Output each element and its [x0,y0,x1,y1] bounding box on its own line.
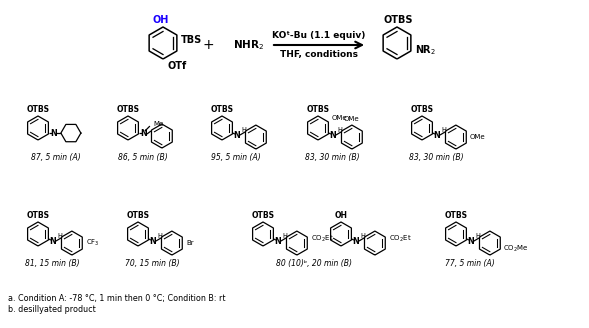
Text: OTBS: OTBS [27,212,49,220]
Text: N: N [51,129,57,137]
Text: +: + [202,38,214,52]
Text: 70, 15 min (B): 70, 15 min (B) [125,259,179,268]
Text: OTBS: OTBS [210,106,233,114]
Text: NR$_2$: NR$_2$ [415,43,436,57]
Text: N: N [468,236,474,246]
Text: H: H [282,233,287,239]
Text: OMe: OMe [344,116,360,122]
Text: Me: Me [153,121,163,127]
Text: OTBS: OTBS [27,106,49,114]
Text: OTBS: OTBS [252,212,274,220]
Text: H: H [241,127,246,133]
Text: THF, conditions: THF, conditions [280,50,358,58]
Text: H: H [441,127,446,133]
Text: 83, 30 min (B): 83, 30 min (B) [305,153,359,162]
Text: 95, 5 min (A): 95, 5 min (A) [211,153,261,162]
Text: 77, 5 min (A): 77, 5 min (A) [445,259,495,268]
Text: OTBS: OTBS [383,15,413,25]
Text: TBS: TBS [181,35,202,45]
Text: H: H [360,233,365,239]
Text: OTBS: OTBS [117,106,140,114]
Text: 86, 5 min (B): 86, 5 min (B) [118,153,168,162]
Text: OMe: OMe [470,134,485,140]
Text: OH: OH [153,15,169,25]
Text: 80 (10)ᵇ, 20 min (B): 80 (10)ᵇ, 20 min (B) [276,259,352,268]
Text: CO$_2$Et: CO$_2$Et [389,234,412,244]
Text: N: N [233,131,240,140]
Text: N: N [329,131,336,140]
Text: H: H [337,127,342,133]
Text: N: N [274,236,282,246]
Text: N: N [434,131,440,140]
Text: OMe: OMe [332,115,348,121]
Text: Br: Br [186,240,194,246]
Text: CF$_3$: CF$_3$ [86,238,100,248]
Text: N: N [49,236,57,246]
Text: OH: OH [335,212,348,220]
Text: b. desillyated product: b. desillyated product [8,304,96,314]
Text: CO$_2$Me: CO$_2$Me [503,244,529,254]
Text: H: H [57,233,62,239]
Text: OTBS: OTBS [127,212,150,220]
Text: 81, 15 min (B): 81, 15 min (B) [25,259,80,268]
Text: N: N [150,236,156,246]
Text: 87, 5 min (A): 87, 5 min (A) [31,153,81,162]
Text: OTBS: OTBS [306,106,329,114]
Text: OTf: OTf [167,61,186,71]
Text: N: N [352,236,359,246]
Text: OTBS: OTBS [411,106,434,114]
Text: KOᵗ-Bu (1.1 equiv): KOᵗ-Bu (1.1 equiv) [272,31,366,40]
Text: NHR$_2$: NHR$_2$ [233,38,264,52]
Text: 83, 30 min (B): 83, 30 min (B) [409,153,464,162]
Text: N: N [141,129,147,137]
Text: OTBS: OTBS [445,212,468,220]
Text: H: H [157,233,162,239]
Text: H: H [475,233,480,239]
Text: CO$_2$Et: CO$_2$Et [311,234,334,244]
Text: a. Condition A: -78 °C, 1 min then 0 °C; Condition B: rt: a. Condition A: -78 °C, 1 min then 0 °C;… [8,294,226,302]
